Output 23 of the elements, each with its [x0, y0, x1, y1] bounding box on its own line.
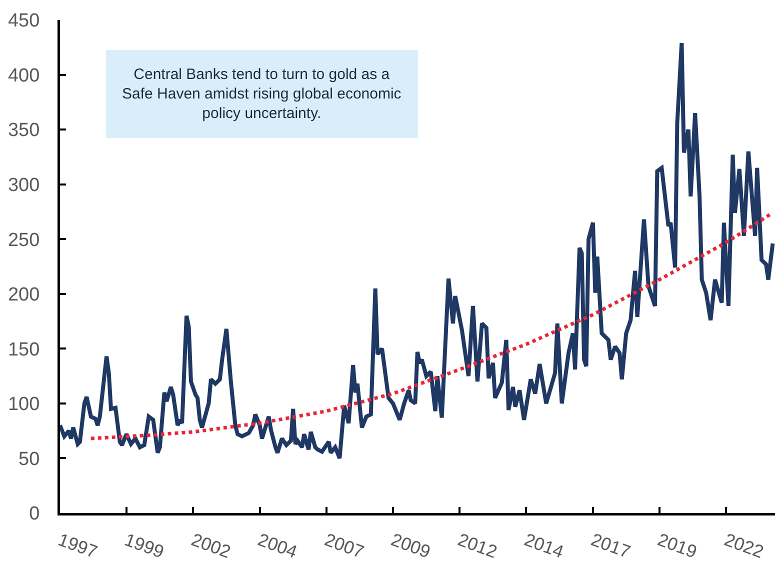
x-tick-label: 2007	[322, 530, 366, 562]
y-tick-label: 100	[8, 394, 40, 416]
x-tick-label: 2022	[722, 530, 766, 562]
y-tick-label: 300	[8, 174, 40, 196]
x-tick-label: 2019	[654, 530, 700, 562]
x-tick-label: 1997	[56, 530, 100, 562]
x-tick-label: 2017	[588, 530, 633, 562]
x-tick-label: 2012	[455, 530, 500, 562]
y-tick-label: 250	[8, 230, 40, 251]
y-tick-label: 450	[8, 10, 40, 32]
x-tick-label: 2014	[522, 530, 566, 562]
y-tick-label: 0	[29, 504, 40, 525]
y-tick-label: 200	[8, 284, 40, 306]
y-tick-label: 150	[8, 339, 40, 360]
x-tick-label: 2009	[388, 530, 434, 562]
y-tick-label: 400	[8, 65, 40, 86]
x-tick-label: 2002	[188, 530, 234, 562]
y-tick-label: 50	[18, 448, 40, 470]
x-tick-label: 1999	[122, 530, 166, 562]
line-series	[60, 41, 775, 460]
x-tick-label: 2004	[255, 530, 300, 562]
annotation: Central Banks tend to turn to gold as a Safe Haven amidst rising global economic policy uncertainty.	[122, 66, 402, 122]
y-tick-label: 350	[8, 120, 40, 142]
